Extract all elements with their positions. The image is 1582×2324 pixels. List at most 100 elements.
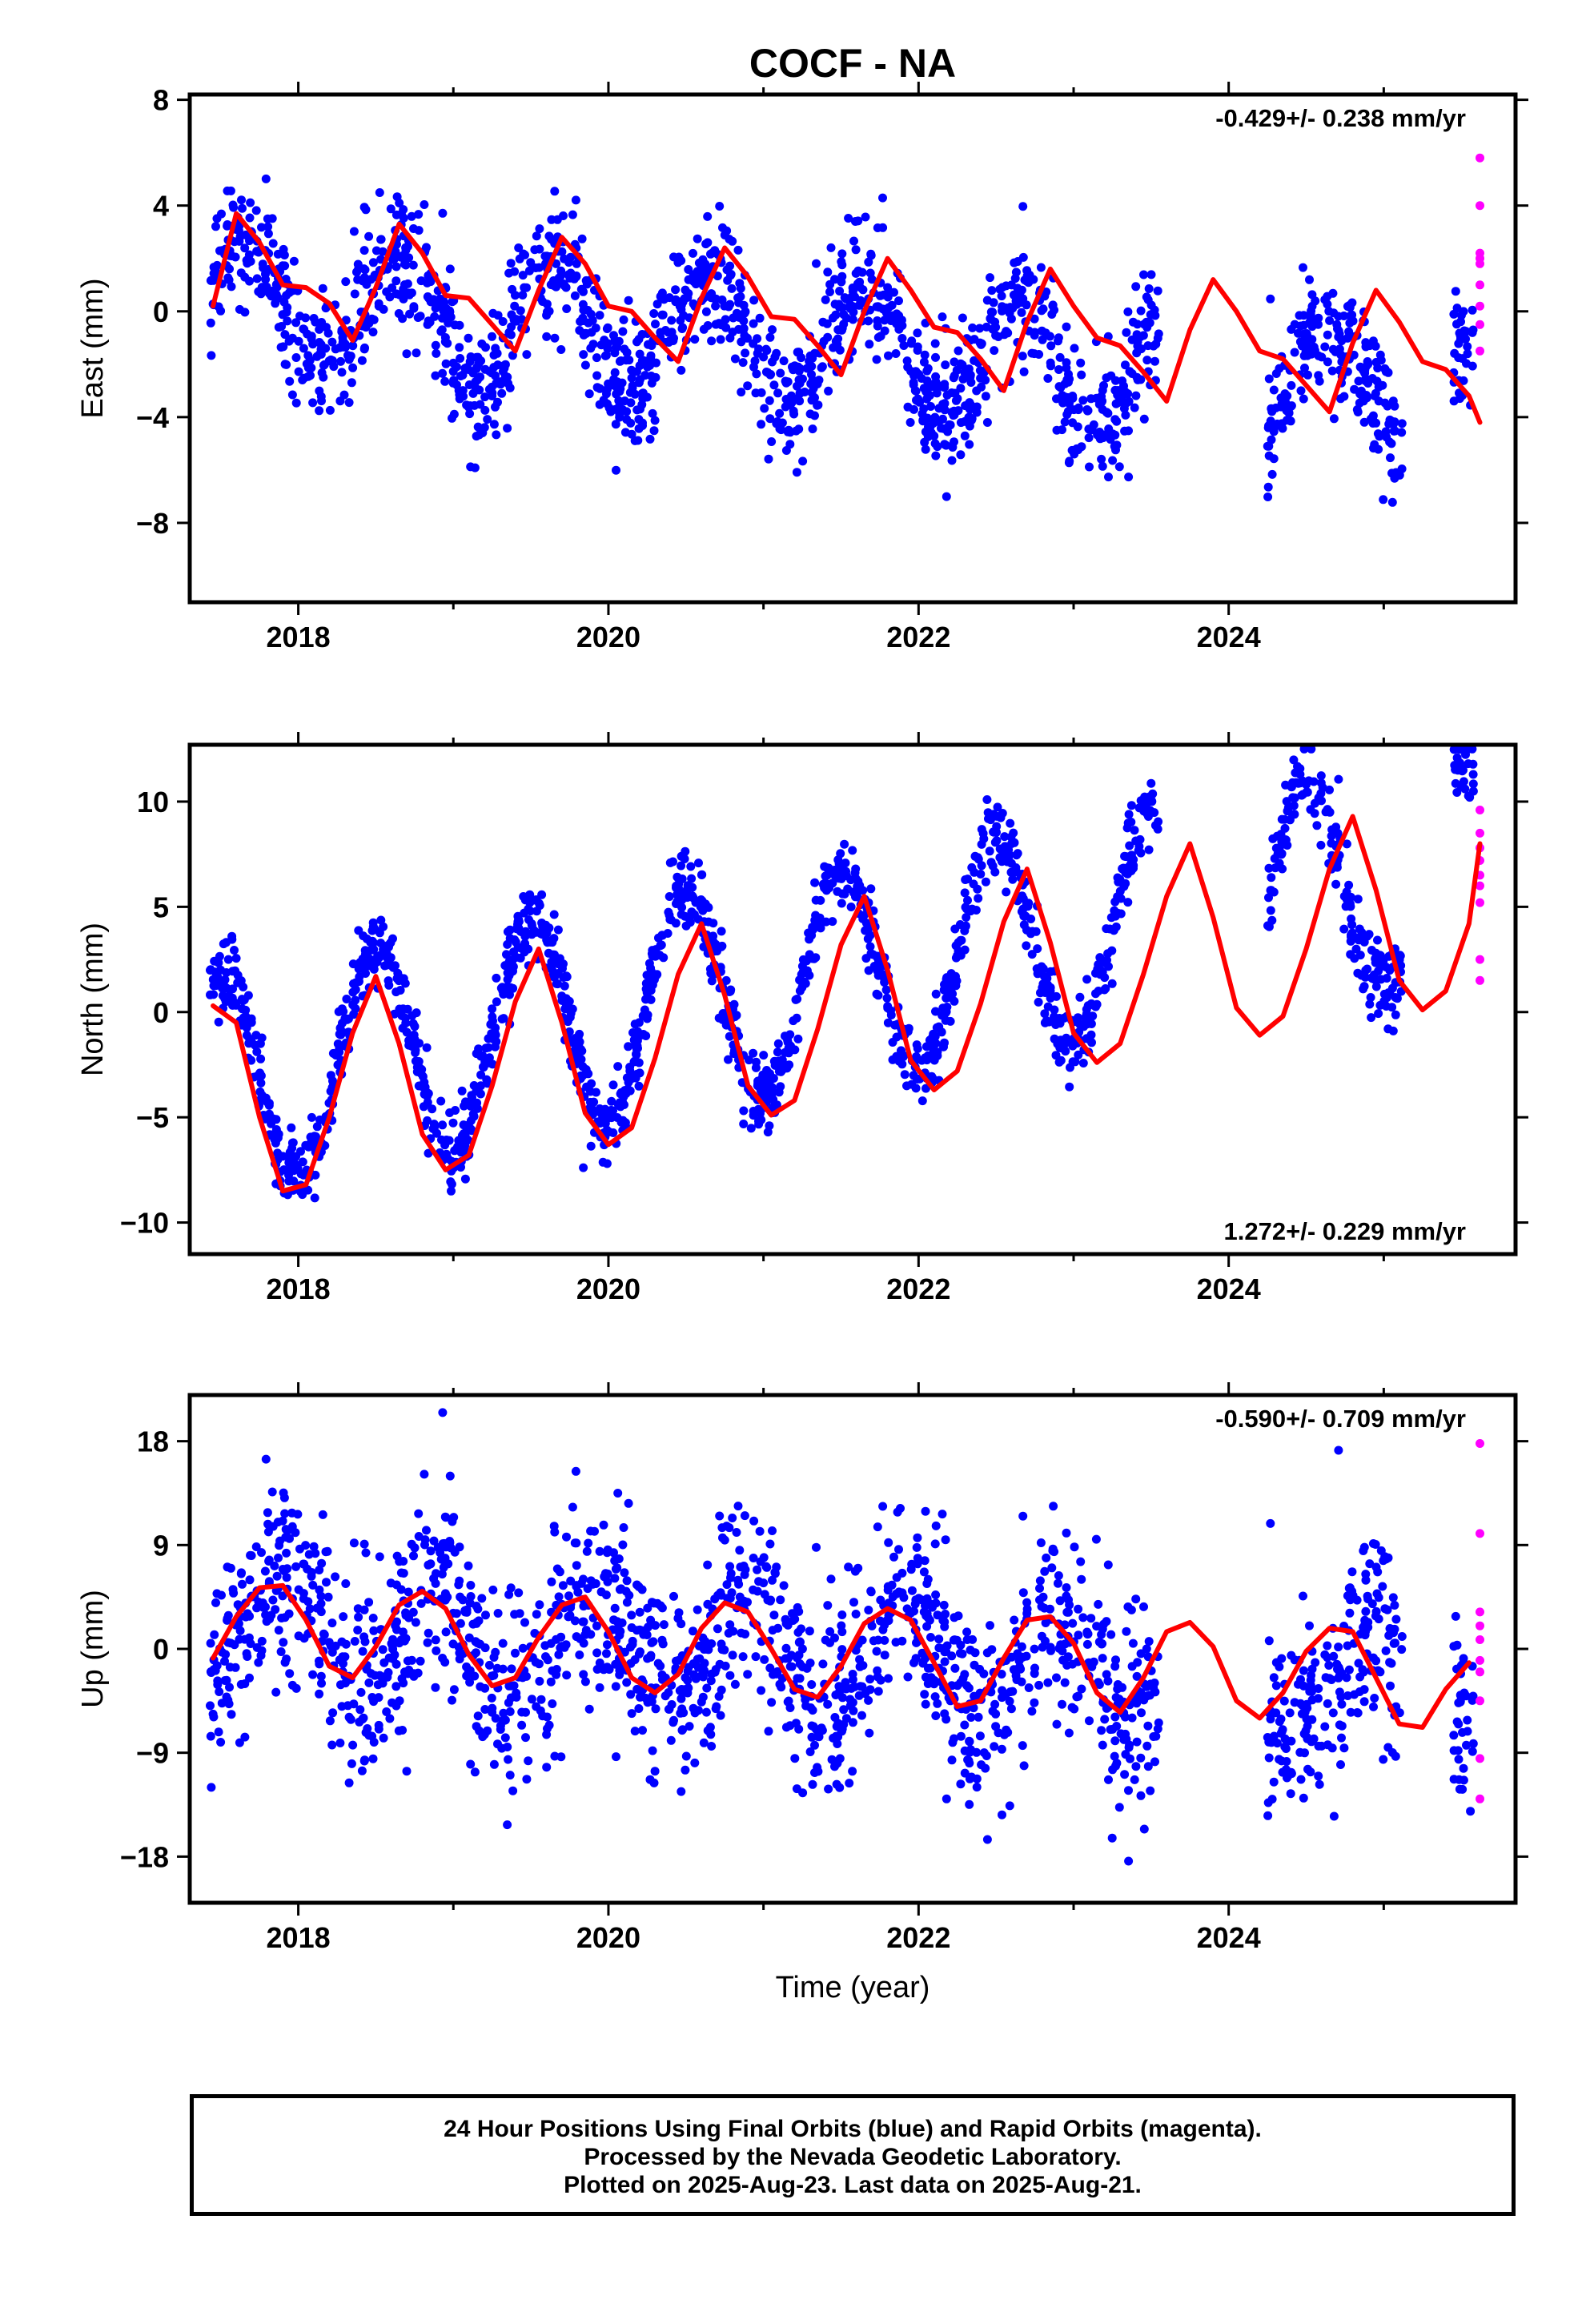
east-final-point [237, 195, 246, 205]
east-final-point [1097, 454, 1106, 464]
east-final-point [591, 324, 600, 333]
east-final-point [315, 324, 324, 334]
east-final-point [1303, 350, 1312, 360]
up-final-point [702, 1683, 712, 1693]
east-final-point [584, 389, 594, 399]
up-final-point [1114, 1695, 1124, 1704]
up-final-point [1077, 1684, 1086, 1694]
east-final-point [424, 294, 434, 303]
east-final-point [586, 344, 596, 353]
north-final-point [438, 1120, 448, 1130]
east-final-point [611, 420, 620, 429]
east-final-point [1139, 414, 1149, 424]
east-final-point [1017, 308, 1026, 317]
east-final-point [733, 245, 743, 255]
east-final-point [1302, 329, 1311, 338]
up-final-point [810, 1740, 819, 1750]
up-final-point [725, 1523, 734, 1533]
up-final-point [931, 1590, 941, 1599]
up-final-point [1133, 1658, 1142, 1667]
up-final-point [706, 1676, 716, 1686]
up-final-point [1337, 1721, 1347, 1731]
up-final-point [716, 1711, 725, 1720]
up-final-point [1054, 1571, 1063, 1580]
east-final-point [1058, 425, 1066, 435]
east-final-point [694, 258, 704, 267]
north-final-point [1075, 992, 1085, 1002]
up-final-point [282, 1655, 291, 1663]
north-final-point [840, 839, 849, 849]
east-final-point [839, 310, 849, 320]
up-final-point [677, 1726, 687, 1735]
east-final-point [618, 327, 628, 336]
east-final-point [561, 283, 571, 292]
north-final-point [985, 846, 994, 856]
north-rapid-point [1476, 828, 1484, 838]
east-final-point [1456, 311, 1466, 320]
north-final-point [1008, 875, 1018, 884]
east-final-point [693, 234, 702, 243]
east-final-point [279, 342, 288, 352]
up-final-point [1360, 1630, 1370, 1640]
up-final-point [599, 1520, 608, 1530]
north-final-point [288, 1138, 298, 1148]
up-final-point [449, 1685, 459, 1695]
north-final-point [348, 987, 358, 997]
east-final-point [891, 349, 901, 358]
east-final-point [806, 379, 816, 388]
north-final-point [1134, 846, 1143, 855]
up-final-point [1264, 1636, 1274, 1646]
north-final-point [1142, 809, 1152, 818]
north-final-point [1312, 821, 1322, 830]
east-final-point [1022, 300, 1031, 310]
east-final-point [350, 289, 359, 299]
north-final-point [861, 954, 871, 963]
up-final-point [350, 1637, 359, 1646]
north-final-point [1107, 979, 1117, 988]
up-final-point [769, 1610, 779, 1620]
east-final-point [278, 261, 287, 271]
north-final-point [367, 936, 377, 946]
east-final-point [1317, 352, 1327, 362]
east-y-tick-label: 4 [153, 190, 169, 223]
east-final-point [1018, 352, 1027, 361]
east-final-point [492, 430, 501, 440]
up-final-point [535, 1676, 544, 1686]
north-final-point [677, 861, 686, 870]
up-final-point [787, 1662, 797, 1671]
east-final-point [489, 420, 499, 429]
up-final-point [894, 1545, 903, 1554]
up-final-point [251, 1542, 261, 1551]
north-final-point [1126, 801, 1136, 810]
east-final-point [656, 292, 665, 301]
north-final-point [273, 1148, 283, 1158]
east-final-point [1036, 263, 1046, 272]
up-final-point [448, 1695, 456, 1705]
up-final-point [823, 1699, 833, 1709]
east-final-point [440, 333, 450, 342]
east-final-point [645, 434, 655, 444]
up-final-point [216, 1738, 226, 1747]
east-final-point [658, 310, 668, 320]
up-final-point [855, 1655, 865, 1664]
up-final-point [1110, 1712, 1120, 1722]
north-final-point [880, 975, 889, 983]
east-final-point [783, 377, 793, 387]
up-final-point [735, 1592, 745, 1602]
up-final-point [1136, 1649, 1146, 1659]
up-final-point [855, 1662, 865, 1671]
up-final-point [550, 1751, 560, 1761]
north-final-point [1061, 1047, 1070, 1056]
north-final-point [1344, 880, 1354, 890]
north-final-point [586, 1141, 596, 1151]
up-final-point [1058, 1647, 1067, 1656]
east-final-point [676, 316, 685, 325]
up-final-point [260, 1566, 270, 1576]
north-rapid-point [1476, 898, 1484, 907]
up-final-point [252, 1603, 262, 1613]
east-final-point [1327, 366, 1337, 376]
north-final-point [1309, 777, 1319, 786]
up-final-point [835, 1687, 844, 1697]
north-final-point [621, 1087, 631, 1096]
